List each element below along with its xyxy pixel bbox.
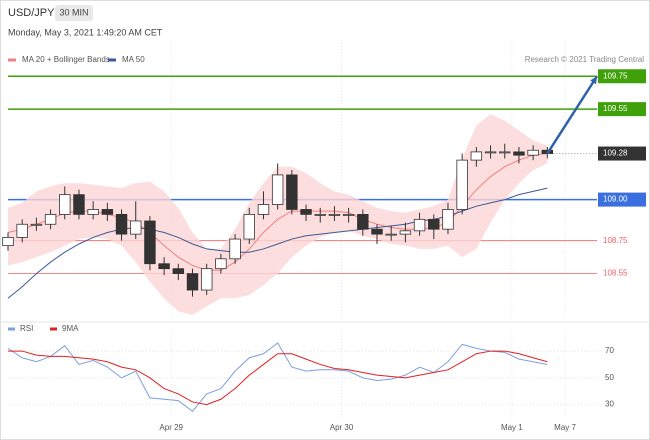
candle-body: [300, 209, 312, 215]
candle-body: [371, 228, 383, 235]
candle-body: [215, 258, 227, 270]
y-tick-label: 30: [605, 400, 614, 409]
symbol: USD/JPY: [8, 7, 55, 19]
candle-body: [101, 209, 114, 215]
arrow-head: [590, 76, 597, 85]
x-tick-label: Apr 29: [159, 423, 183, 432]
timeframe-badge: [55, 5, 93, 21]
candle-body: [186, 273, 199, 291]
candle-body: [286, 174, 298, 210]
moving-average: [7, 187, 548, 299]
level-label: 109.00: [603, 195, 628, 204]
timeframe: 30 MIN: [59, 7, 88, 17]
candle-body: [158, 263, 170, 270]
candle-body: [59, 194, 71, 215]
candle-body: [30, 223, 43, 226]
candle-body: [73, 194, 85, 215]
level-label: 109.55: [603, 104, 628, 113]
candle-body: [243, 213, 255, 240]
candle-body: [200, 268, 213, 291]
candle-body: [428, 218, 440, 230]
candle-body: [271, 174, 284, 205]
candle-body: [257, 204, 270, 215]
candle-body: [357, 213, 369, 230]
x-tick-label: Apr 30: [330, 423, 354, 432]
candle-body: [87, 209, 99, 215]
indicator-line: [8, 350, 548, 406]
candle-body: [342, 213, 355, 216]
candle-body: [527, 149, 539, 156]
x-tick-label: May 7: [554, 423, 576, 432]
y-tick-label: 50: [605, 373, 614, 382]
level-badge: [598, 192, 646, 207]
candle-body: [499, 151, 511, 154]
candle-body: [513, 151, 525, 156]
candle-body: [144, 220, 156, 265]
credit: Research © 2021 Trading Central: [525, 55, 645, 64]
candle-body: [172, 268, 185, 274]
y-tick-label: 70: [605, 346, 614, 355]
level-label: 108.75: [603, 236, 628, 245]
level-label: 108.55: [603, 269, 628, 278]
candle-body: [115, 213, 128, 235]
candle-body: [442, 209, 454, 230]
indicator-line: [7, 342, 548, 412]
candle-body: [314, 213, 326, 216]
level-badge: [598, 69, 646, 84]
legend-label: MA 20 + Bollinger Bands: [22, 55, 110, 64]
candle-body: [130, 220, 142, 235]
level-label: 109.28: [603, 149, 628, 158]
level-badge: [598, 102, 646, 117]
candle-body: [385, 233, 397, 236]
candle-body: [328, 213, 341, 216]
candle-body: [16, 223, 28, 238]
legend-label: MA 50: [122, 55, 145, 64]
datetime: Monday, May 3, 2021 1:49:20 AM CET: [8, 27, 163, 37]
candle-body: [44, 213, 57, 225]
level-badge: [598, 146, 646, 161]
candle-body: [229, 238, 241, 260]
bollinger-band: [8, 114, 548, 315]
candle-body: [413, 218, 426, 232]
forecast-arrow: [546, 75, 599, 155]
x-tick-label: May 1: [501, 423, 523, 432]
candle-body: [456, 159, 468, 210]
legend-label: 9MA: [62, 324, 79, 333]
candle-body: [399, 230, 412, 235]
candle-body: [2, 237, 14, 247]
candle-body: [470, 151, 483, 161]
candle-body: [484, 151, 497, 154]
legend-label: RSI: [20, 324, 33, 333]
level-label: 109.75: [603, 71, 628, 80]
